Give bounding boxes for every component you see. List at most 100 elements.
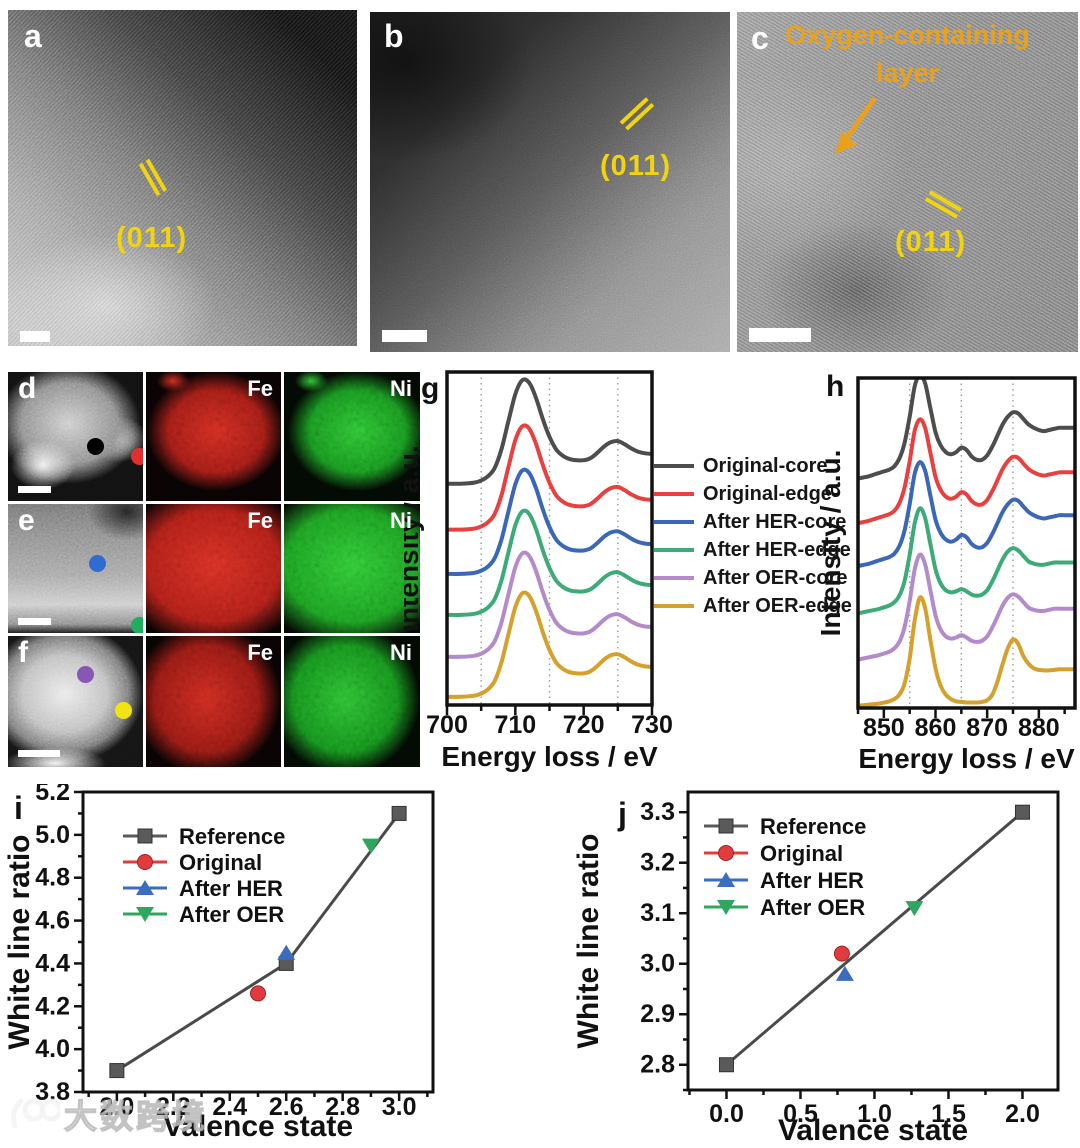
stem-image-d: d (8, 372, 143, 501)
eels-legend-item: After HER-edge (654, 536, 852, 564)
y-tick-label: 3.2 (640, 849, 675, 877)
legend-marker-After OER (717, 900, 735, 915)
x-tick-label: 2.4 (212, 1093, 247, 1121)
x-tick-label: 3.0 (382, 1093, 417, 1121)
lattice-fringes (8, 10, 357, 346)
spectrum-After OER-edge (858, 595, 1075, 708)
x-axis-label: Valence state (778, 1114, 968, 1147)
watermark-logo-icon (11, 1098, 60, 1129)
point-Reference-1 (1014, 804, 1030, 820)
legend-label: After OER-edge (703, 594, 852, 617)
x-tick-label: 710 (494, 711, 536, 739)
spectrum-After OER-edge (447, 590, 652, 699)
oxygen-layer-label-line1: Oxygen-containing (785, 20, 1030, 50)
spectrum-Original-edge (447, 423, 652, 532)
stem-image-e: e (8, 504, 143, 633)
ni-map-label: Ni (390, 508, 412, 533)
point-Original-0 (250, 985, 266, 1002)
plot-frame (856, 376, 1077, 710)
eels-legend-item: After OER-edge (654, 592, 852, 620)
y-tick-label: 4.2 (35, 992, 70, 1020)
panel-label-g: g (421, 372, 440, 405)
spectrum-Original-core (447, 377, 652, 486)
spectrum-Original-core (858, 378, 1075, 481)
x-tick-label: 2.0 (99, 1093, 134, 1121)
series-line-Reference (725, 811, 1024, 1066)
watermark: 大数跨境 (6, 1090, 208, 1138)
plot-frame (686, 790, 1060, 1092)
spectrum-After OER-core (447, 550, 652, 659)
eels-legend-item: After OER-core (654, 564, 852, 592)
x-axis-label: Energy loss / eV (441, 741, 658, 772)
spectrum-After HER-edge (858, 506, 1075, 616)
scale-bar (18, 750, 60, 757)
y-tick-label: 2.8 (640, 1051, 675, 1079)
y-axis-label: White line ratio (5, 834, 36, 1049)
point-After HER-0 (277, 944, 296, 960)
panel-label-e: e (18, 504, 35, 537)
fe-map-e: Fe (146, 504, 281, 633)
y-tick-label: 3.0 (640, 950, 675, 978)
white-line-ratio-chart-ni: 0.0 0.5 1.0 1.5 2.0 2.8 2.9 3.0 3.1 3.2 3.3 Valence… (572, 790, 1060, 1147)
point-Reference-0 (109, 1063, 125, 1079)
x-axis-label: Energy loss / eV (858, 743, 1075, 774)
y-tick-label: 5.0 (35, 821, 70, 849)
x-tick-label: 850 (863, 714, 905, 742)
x-tick-label: 1.0 (857, 1100, 892, 1128)
scale-bar (749, 328, 811, 342)
legend-color-swatch (654, 604, 694, 608)
scale-bar (20, 331, 50, 342)
point-After HER-0 (835, 965, 854, 981)
x-tick-label: 0.0 (709, 1100, 744, 1128)
x-tick-label: 2.2 (156, 1093, 191, 1121)
hrtem-image-c: c Oxygen-containing layer (011) (737, 12, 1078, 352)
lattice-plane-marker (619, 96, 657, 131)
legend-marker-Original (137, 854, 153, 870)
point-After OER-0 (905, 901, 924, 917)
legend-label: After HER (760, 868, 864, 893)
analysis-spot (115, 702, 132, 719)
y-tick-label: 2.9 (640, 1000, 675, 1028)
y-tick-label: 4.4 (35, 949, 70, 977)
x-tick-label: 730 (631, 711, 673, 739)
legend-marker-Original (718, 845, 734, 861)
watermark-brand-text: 大数跨境 (63, 1097, 208, 1135)
fe-map-label: Fe (247, 508, 273, 533)
x-tick-label: 870 (966, 714, 1008, 742)
plane-011-annotation: (011) (600, 150, 672, 182)
y-tick-label: 4.0 (35, 1035, 70, 1063)
panel-label-f: f (18, 636, 28, 669)
spectrum-After HER-core (858, 460, 1075, 569)
legend-label: After OER-core (703, 566, 848, 589)
legend-label: After HER (179, 876, 283, 901)
legend-marker-After HER (717, 872, 735, 887)
legend-color-swatch (654, 492, 694, 496)
scale-bar (382, 330, 427, 342)
x-tick-label: 1.5 (931, 1100, 966, 1128)
analysis-spot (87, 438, 104, 455)
x-tick-label: 2.0 (1005, 1100, 1040, 1128)
fe-map-label: Fe (247, 640, 273, 665)
eels-legend: Original-core Original-edge After HER-core… (654, 452, 852, 620)
ni-map-d: Ni (284, 372, 420, 501)
white-line-ratio-chart-fe: 2.0 2.2 2.4 2.6 2.8 3.03.84.04.24.44.64.85.05… (5, 784, 435, 1143)
point-Reference-2 (391, 805, 407, 821)
analysis-spot (89, 555, 106, 572)
y-tick-label: 4.8 (35, 864, 70, 892)
legend-label: After HER-edge (703, 538, 851, 561)
legend-color-swatch (654, 576, 694, 580)
oxygen-layer-arrow (835, 96, 878, 154)
legend-marker-Reference (718, 818, 734, 834)
x-axis-label: Valence state (163, 1110, 353, 1143)
x-tick-label: 860 (915, 714, 957, 742)
y-axis-label: White line ratio (572, 833, 605, 1048)
eels-legend-item: Original-core (654, 452, 852, 480)
oxygen-layer-label-line2: layer (875, 58, 940, 88)
x-tick-label: 720 (563, 711, 605, 739)
ni-map-f: Ni (284, 636, 420, 767)
x-tick-label: 2.8 (325, 1093, 360, 1121)
legend-color-swatch (654, 464, 694, 468)
y-tick-label: 4.6 (35, 907, 70, 935)
